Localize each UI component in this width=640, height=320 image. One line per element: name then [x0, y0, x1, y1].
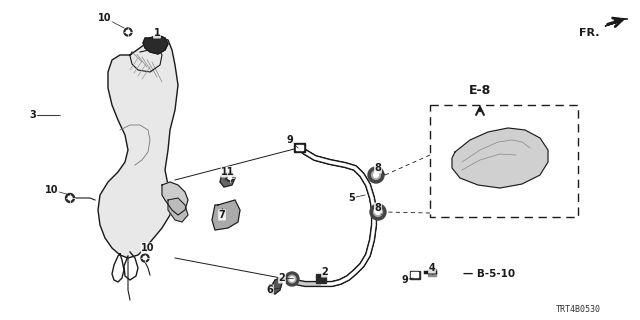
FancyBboxPatch shape	[410, 271, 420, 279]
Text: FR.: FR.	[579, 28, 600, 38]
Text: — B-5-10: — B-5-10	[463, 269, 515, 279]
Text: 3: 3	[29, 110, 36, 120]
Text: 9: 9	[287, 135, 293, 145]
Circle shape	[374, 172, 378, 177]
Text: 2: 2	[322, 267, 328, 277]
Circle shape	[143, 256, 147, 260]
Text: 9: 9	[402, 275, 408, 285]
Circle shape	[374, 208, 383, 216]
FancyBboxPatch shape	[294, 143, 305, 152]
Circle shape	[227, 174, 234, 181]
Text: 8: 8	[374, 163, 381, 173]
Text: 7: 7	[219, 210, 225, 220]
Circle shape	[288, 275, 296, 283]
Polygon shape	[143, 35, 168, 54]
Text: 5: 5	[349, 193, 355, 203]
Polygon shape	[220, 172, 235, 187]
FancyBboxPatch shape	[316, 274, 326, 283]
Circle shape	[228, 177, 232, 180]
Text: 2: 2	[278, 273, 285, 283]
Text: E-8: E-8	[469, 84, 491, 97]
Circle shape	[68, 196, 72, 200]
Text: 6: 6	[267, 285, 273, 295]
Circle shape	[372, 171, 380, 180]
Polygon shape	[98, 38, 178, 258]
Polygon shape	[452, 128, 548, 188]
Text: 8: 8	[374, 203, 381, 213]
Circle shape	[126, 30, 130, 34]
Polygon shape	[212, 200, 240, 230]
Text: 11: 11	[221, 167, 235, 177]
Polygon shape	[162, 182, 188, 215]
Text: 1: 1	[154, 28, 161, 38]
Circle shape	[370, 204, 386, 220]
Text: 10: 10	[141, 243, 155, 253]
FancyBboxPatch shape	[296, 145, 303, 150]
Text: TRT4B0530: TRT4B0530	[556, 306, 600, 315]
Text: 10: 10	[45, 185, 59, 195]
Text: 4: 4	[429, 263, 435, 273]
FancyBboxPatch shape	[428, 269, 436, 276]
Text: 10: 10	[99, 13, 112, 23]
Circle shape	[290, 277, 294, 281]
Circle shape	[285, 272, 299, 286]
Circle shape	[376, 210, 380, 214]
FancyBboxPatch shape	[411, 272, 418, 277]
Circle shape	[141, 254, 149, 262]
Bar	[430, 105, 578, 217]
Polygon shape	[268, 278, 282, 294]
Circle shape	[124, 28, 132, 36]
Circle shape	[368, 167, 384, 183]
Polygon shape	[168, 198, 188, 222]
Polygon shape	[605, 18, 628, 26]
Circle shape	[65, 194, 74, 203]
